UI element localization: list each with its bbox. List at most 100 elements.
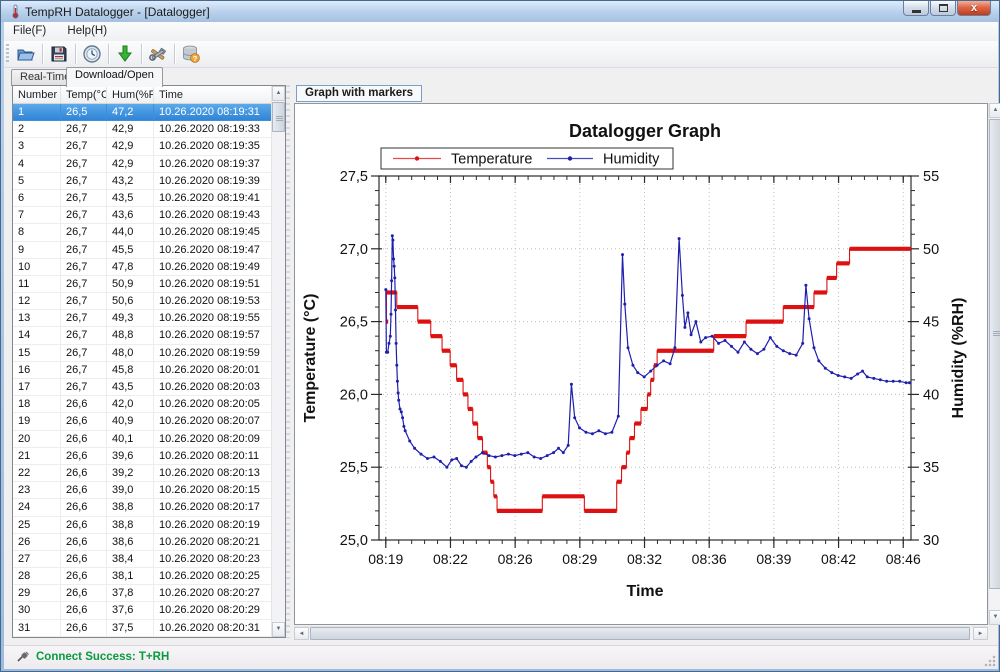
legend-box [380,147,674,170]
scroll-right-button[interactable]: ► [973,627,988,640]
table-row[interactable]: 7 26,7 43,6 10.26.2020 08:19:43 [13,207,273,225]
download-button[interactable] [111,42,139,66]
tab-real-time[interactable]: Real-Time [11,69,80,86]
column-header-number[interactable]: Number [13,86,61,103]
table-vertical-scrollbar[interactable]: ▲ ▼ [271,86,285,637]
table-row[interactable]: 16 26,7 45,8 10.26.2020 08:20:01 [13,361,273,379]
cell-time: 10.26.2020 08:20:27 [154,585,272,603]
cell-temp: 26,6 [61,413,107,431]
cell-number: 5 [13,172,61,190]
svg-text:55: 55 [923,169,939,185]
scroll-up-button[interactable]: ▲ [272,86,285,101]
open-file-button[interactable] [12,42,40,66]
cell-number: 25 [13,516,61,534]
cell-temp: 26,7 [61,155,107,173]
close-button[interactable]: x [957,1,991,16]
table-row[interactable]: 28 26,6 38,1 10.26.2020 08:20:25 [13,568,273,586]
table-row[interactable]: 13 26,7 49,3 10.26.2020 08:19:55 [13,310,273,328]
svg-text:25,0: 25,0 [340,533,368,549]
cell-temp: 26,7 [61,310,107,328]
panel-splitter[interactable] [286,85,290,638]
table-row[interactable]: 20 26,6 40,1 10.26.2020 08:20:09 [13,430,273,448]
cell-number: 9 [13,241,61,259]
scroll-thumb[interactable] [989,119,1000,589]
cell-temp: 26,6 [61,550,107,569]
table-row[interactable]: 24 26,6 38,8 10.26.2020 08:20:17 [13,499,273,517]
cell-temp: 26,6 [61,568,107,586]
scroll-thumb[interactable] [272,102,285,132]
cell-time: 10.26.2020 08:20:19 [154,516,272,534]
column-header-hum[interactable]: Hum(%RH) [107,86,154,103]
table-row[interactable]: 9 26,7 45,5 10.26.2020 08:19:47 [13,241,273,259]
svg-text:27,5: 27,5 [340,169,368,185]
tools-icon [149,47,167,61]
maximize-button[interactable] [930,1,956,16]
svg-text:40: 40 [923,387,939,403]
cell-hum: 44,0 [107,224,154,242]
cell-temp: 26,7 [61,172,107,190]
tab-download-open[interactable]: Download/Open [66,67,163,87]
table-row[interactable]: 29 26,6 37,8 10.26.2020 08:20:27 [13,585,273,603]
scroll-down-button[interactable]: ▼ [989,610,1000,625]
table-row[interactable]: 14 26,7 48,8 10.26.2020 08:19:57 [13,327,273,345]
graph-with-markers-button[interactable]: Graph with markers [296,85,423,102]
svg-text:25,5: 25,5 [340,460,368,476]
table-row[interactable]: 27 26,6 38,4 10.26.2020 08:20:23 [13,550,273,569]
toolbar-separator [174,44,175,64]
cell-temp: 26,7 [61,327,107,345]
table-row[interactable]: 1 26,5 47,2 10.26.2020 08:19:31 [13,104,273,122]
table-row[interactable]: 10 26,7 47,8 10.26.2020 08:19:49 [13,258,273,276]
tools-button[interactable] [144,42,172,66]
open-folder-icon [17,49,35,61]
scroll-up-button[interactable]: ▲ [989,103,1000,118]
cell-time: 10.26.2020 08:19:57 [154,327,272,345]
cell-number: 16 [13,361,61,379]
table-row[interactable]: 8 26,7 44,0 10.26.2020 08:19:45 [13,224,273,242]
graph-vertical-scrollbar[interactable]: ▲ ▼ [988,103,1000,625]
table-row[interactable]: 2 26,7 42,9 10.26.2020 08:19:33 [13,121,273,139]
cell-time: 10.26.2020 08:20:13 [154,464,272,483]
scroll-left-button[interactable]: ◄ [294,627,309,640]
scroll-down-button[interactable]: ▼ [272,622,285,637]
cell-time: 10.26.2020 08:19:35 [154,138,272,156]
table-row[interactable]: 3 26,7 42,9 10.26.2020 08:19:35 [13,138,273,156]
title-bar[interactable]: TempRH Datalogger - [Datalogger] x [1,1,999,22]
table-row[interactable]: 31 26,6 37,5 10.26.2020 08:20:31 [13,619,273,637]
chart-canvas: Datalogger Graph 08:19 08:22 08:26 08:29 08:3… [302,121,967,600]
cell-temp: 26,7 [61,241,107,259]
graph-horizontal-scrollbar[interactable]: ◄ ► [294,626,988,640]
table-row[interactable]: 21 26,6 39,6 10.26.2020 08:20:11 [13,447,273,465]
table-row[interactable]: 11 26,7 50,9 10.26.2020 08:19:51 [13,275,273,294]
database-help-button[interactable]: ? [177,42,205,66]
column-header-time[interactable]: Time [154,86,272,103]
menu-file[interactable]: File(F) [13,25,47,37]
table-row[interactable]: 25 26,6 38,8 10.26.2020 08:20:19 [13,516,273,534]
column-header-temp[interactable]: Temp(°C) [61,86,107,103]
table-row[interactable]: 17 26,7 43,5 10.26.2020 08:20:03 [13,379,273,397]
cell-number: 22 [13,464,61,483]
table-row[interactable]: 30 26,6 37,6 10.26.2020 08:20:29 [13,602,273,620]
table-row[interactable]: 5 26,7 43,2 10.26.2020 08:19:39 [13,172,273,190]
table-row[interactable]: 18 26,6 42,0 10.26.2020 08:20:05 [13,396,273,414]
save-button[interactable] [45,42,73,66]
table-row[interactable]: 15 26,7 48,0 10.26.2020 08:19:59 [13,344,273,362]
download-arrow-icon [118,45,132,62]
minimize-button[interactable] [903,1,929,16]
svg-text:27,0: 27,0 [340,242,368,258]
cell-temp: 26,6 [61,516,107,534]
clock-button[interactable] [78,42,106,66]
table-row[interactable]: 4 26,7 42,9 10.26.2020 08:19:37 [13,155,273,173]
table-row[interactable]: 22 26,6 39,2 10.26.2020 08:20:13 [13,464,273,483]
table-row[interactable]: 12 26,7 50,6 10.26.2020 08:19:53 [13,293,273,311]
toolbar-grip[interactable] [6,44,9,64]
graph-panel: Graph with markers Datalogger Graph 08:19… [290,85,1000,641]
table-row[interactable]: 6 26,7 43,5 10.26.2020 08:19:41 [13,189,273,208]
table-row[interactable]: 19 26,6 40,9 10.26.2020 08:20:07 [13,413,273,431]
table-row[interactable]: 23 26,6 39,0 10.26.2020 08:20:15 [13,482,273,500]
data-table: Number Temp(°C) Hum(%RH) Time 126,547,21… [12,85,286,638]
scroll-thumb[interactable] [310,627,970,640]
menu-help[interactable]: Help(H) [67,25,108,37]
table-row[interactable]: 26 26,6 38,6 10.26.2020 08:20:21 [13,533,273,551]
cell-temp: 26,7 [61,344,107,362]
resize-grip[interactable] [983,654,996,667]
